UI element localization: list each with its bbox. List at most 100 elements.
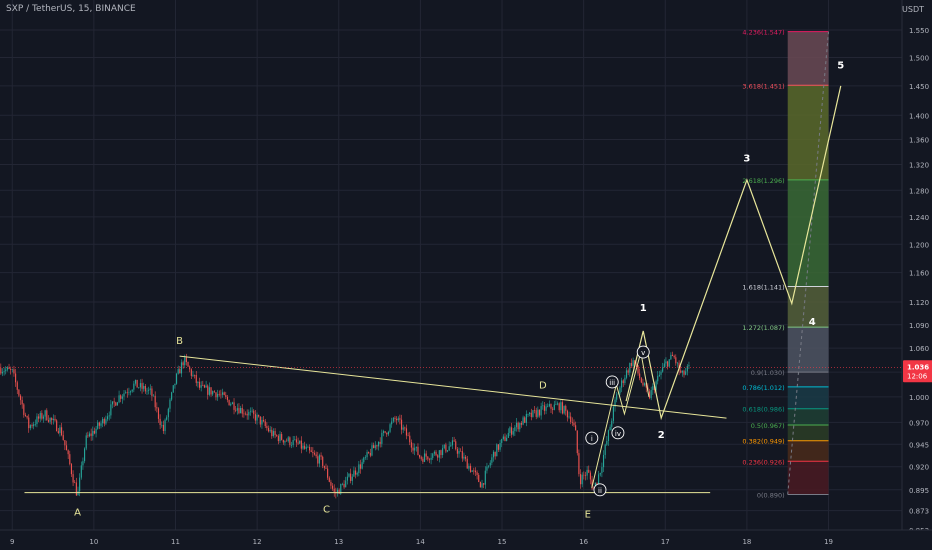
candle-body [16,382,18,390]
price-axis-unit: USDT [902,5,924,14]
trendline-upper[interactable] [179,355,727,419]
current-price-tag[interactable] [903,360,932,383]
candle-body [425,453,427,457]
candle-body [399,418,401,420]
candle-body [52,418,54,421]
candle-body [373,445,375,449]
candle-body [235,409,237,411]
candle-body [215,392,217,398]
candle-body [259,416,261,425]
candle-body [635,364,637,366]
candle-body [194,374,196,376]
candle-body [584,475,587,476]
price-axis-tick: 1.500 [909,55,929,63]
fib-level-label: 0.786(1.012) [742,384,784,392]
candle-body [95,428,97,434]
candle-body [322,456,324,466]
candle-body [70,464,73,475]
candle-body [146,390,148,392]
fib-level-label: 3.618(1.451) [742,82,784,90]
candle-body [49,417,51,422]
candle-body [524,417,526,423]
symbol-name[interactable]: SXP / TetherUS [6,4,73,14]
candle-body [65,445,68,451]
candle-body [517,422,519,430]
candle-body [143,385,145,389]
candle-body [164,419,166,432]
time-axis-tick: 19 [824,538,833,546]
candle-body [561,402,564,414]
candle-body [497,444,500,450]
candle-body [599,472,601,475]
candle-body [535,410,537,417]
candle-body [507,432,509,438]
candle-body [318,455,321,464]
candle-body [254,414,256,421]
candle-body [185,357,187,362]
candle-body [200,385,202,388]
candle-body [59,427,61,433]
elliott-wave-path[interactable] [625,85,842,421]
candle-body [156,407,158,409]
candle-body [46,410,48,421]
candle-body [56,420,58,432]
candle-body [197,381,199,383]
candle-body [218,393,220,395]
candle-body [128,392,130,393]
candle-body [131,389,133,392]
candle-body [402,427,404,430]
candle-body [231,402,233,405]
candle-body [42,416,45,419]
candle-body [221,392,224,395]
fib-zone [787,85,829,180]
candle-body [570,416,572,422]
wave-label-4: 4 [809,317,816,328]
triangle-label-e: E [585,509,591,520]
candle-body [77,491,79,496]
candle-body [125,392,127,394]
candle-body [263,420,265,422]
candle-body [686,366,688,372]
candle-body [639,373,641,379]
candle-body [44,410,46,417]
candle-body [576,430,578,454]
candle-body [552,408,554,410]
candle-body [382,431,385,433]
subwave-path[interactable] [591,351,650,489]
candle-body [226,396,229,400]
candle-body [340,484,342,494]
candle-body [614,399,616,407]
candle-body [504,436,506,441]
candle-body [588,469,590,473]
candle-body [548,404,550,407]
price-axis-tick: 1.160 [909,270,929,278]
candle-body [236,408,238,411]
current-price-value: 1.036 [907,363,929,371]
candle-body [182,362,184,366]
wave-label-1: 1 [640,303,647,314]
candle-body [676,362,679,364]
candle-body [8,367,10,370]
candle-body [377,441,380,447]
candle-body [106,416,109,420]
fib-level-label: 2.618(1.296) [742,177,784,185]
candle-body [514,427,516,432]
price-axis-tick: 0.873 [909,508,929,516]
interval-label[interactable]: 15 [78,4,90,14]
candle-body [394,417,396,419]
candle-body [412,447,414,451]
candle-body [148,389,150,391]
candle-body [304,445,306,449]
candle-body [629,363,631,373]
candle-body [520,423,523,425]
candle-body [415,446,417,448]
price-axis-tick: 1.090 [909,322,929,330]
candle-body [98,422,100,426]
fibonacci-extension[interactable]: 0(0.890) 0.236(0.926) 0.382(0.949) 0.5(0.96… [742,29,830,500]
fib-level-label: 1.618(1.141) [742,283,784,291]
candle-body [363,457,365,463]
candle-body [67,450,69,455]
candle-body [453,440,455,442]
